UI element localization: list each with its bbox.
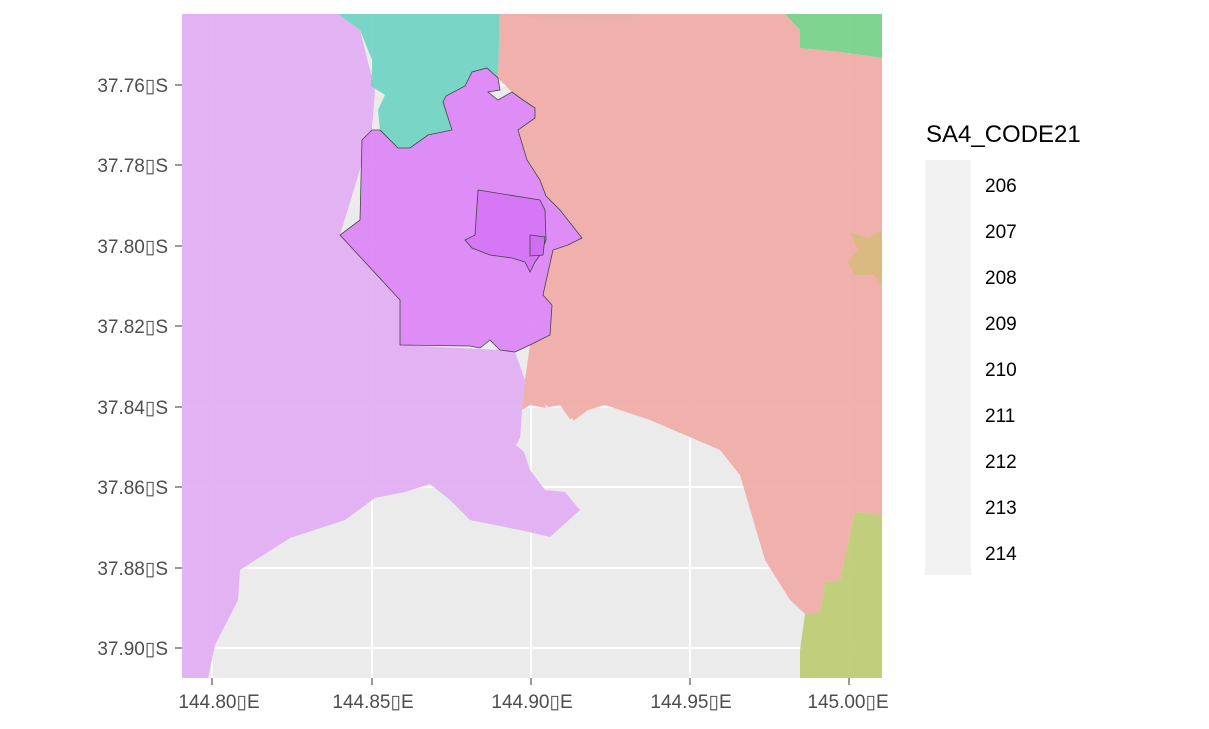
x-tick-label: 144.95▯E [650, 692, 731, 713]
x-tick-label: 145.00▯E [807, 692, 888, 713]
legend-item-label: 207 [985, 222, 1017, 243]
x-tick-label: 144.85▯E [332, 692, 413, 713]
port-water [545, 404, 560, 447]
legend-item-label: 214 [985, 544, 1017, 565]
region-212-south-east [800, 512, 882, 678]
legend-item-label: 211 [985, 406, 1015, 427]
y-tick-label: 37.82▯S [97, 317, 168, 338]
x-tick-label: 144.90▯E [491, 692, 572, 713]
region-city-centre-inner [464, 189, 547, 273]
y-tick-label: 37.90▯S [97, 639, 168, 660]
y-tick-label: 37.86▯S [97, 478, 168, 499]
legend-item-label: 209 [985, 314, 1017, 335]
port-water-2 [516, 438, 528, 452]
y-tick-label: 37.88▯S [97, 559, 168, 580]
legend-item-label: 208 [985, 268, 1017, 289]
x-axis: 144.80▯E 144.85▯E 144.90▯E 144.95▯E 145.… [178, 678, 889, 713]
y-axis: 37.76▯S 37.78▯S 37.80▯S 37.82▯S 37.84▯S … [97, 76, 182, 660]
region-211-east-edge [848, 230, 882, 285]
legend-title: SA4_CODE21 [926, 121, 1081, 148]
y-tick-label: 37.80▯S [97, 237, 168, 258]
legend-item-label: 213 [985, 498, 1017, 519]
legend-item-label: 212 [985, 452, 1017, 473]
map-regions [182, 14, 882, 678]
legend-item-label: 206 [985, 176, 1017, 197]
region-209-north [338, 14, 500, 148]
port-water-3 [566, 418, 585, 446]
x-tick-label: 144.80▯E [178, 692, 259, 713]
y-tick-label: 37.76▯S [97, 76, 168, 97]
legend-key-column [925, 160, 971, 575]
region-210-north-east [785, 14, 882, 58]
region-206-inner-east [498, 14, 882, 614]
y-tick-label: 37.84▯S [97, 398, 168, 419]
legend: SA4_CODE21 206 207 208 209 210 211 212 2… [925, 121, 1081, 575]
legend-item-label: 210 [985, 360, 1017, 381]
region-city-centre-outer [339, 67, 583, 353]
y-tick-label: 37.78▯S [97, 156, 168, 177]
region-city-centre-core [529, 234, 546, 257]
region-213-west [182, 14, 580, 678]
